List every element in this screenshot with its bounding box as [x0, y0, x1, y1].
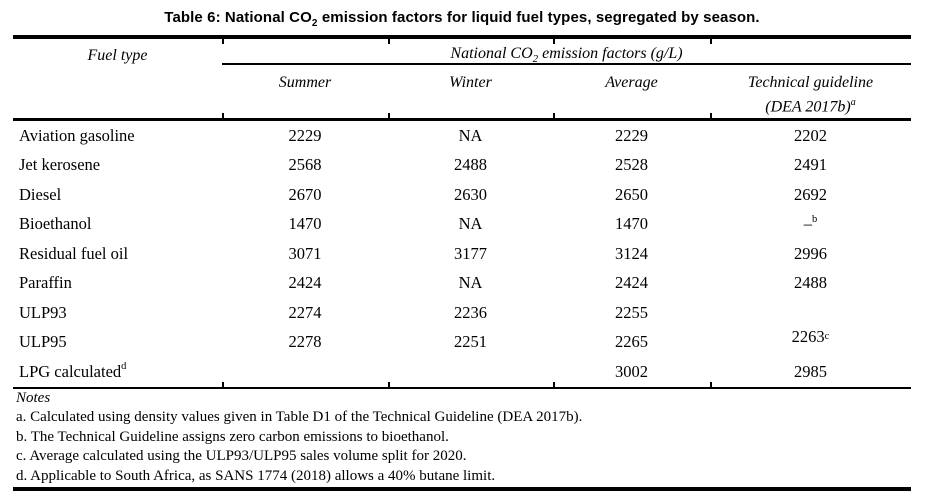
winter-cell: 2236 [454, 302, 487, 322]
summer-cell: 2229 [288, 125, 322, 145]
winter-cell: 2251 [454, 332, 487, 352]
header-fuel-type: Fuel type [87, 47, 148, 64]
note-marker-c: c [824, 330, 830, 342]
tech-guideline-cell: 2692 [794, 184, 827, 204]
average-cell: 2528 [615, 155, 648, 175]
caption-subscript-2: 2 [311, 18, 318, 29]
spanner-rule [222, 63, 911, 65]
fuel-type-cell: Diesel [19, 184, 62, 204]
tech-guideline-cell: 2985 [794, 361, 827, 381]
tech-guideline-note-marker: a [850, 97, 856, 108]
average-cell: 3002 [615, 361, 648, 381]
note-item-b: b. The Technical Guideline assigns zero … [16, 428, 449, 445]
table-row-ulp93: ULP93 2274 2236 2255 [13, 298, 911, 328]
header-bottom-rule [13, 118, 911, 121]
average-cell: 2265 [615, 332, 648, 352]
summer-cell: 2670 [288, 184, 322, 204]
table-row-aviation-gasoline: Aviation gasoline 2229 NA 2229 2202 [13, 121, 911, 151]
notes-top-rule [13, 386, 911, 389]
note-marker-d: d [121, 361, 127, 373]
note-item-d: d. Applicable to South Africa, as SANS 1… [16, 467, 496, 484]
winter-cell: 2488 [454, 155, 487, 175]
summer-cell: 1470 [288, 214, 322, 234]
column-tick [222, 381, 224, 387]
column-tick [710, 39, 712, 44]
header-average: Average [605, 74, 658, 91]
notes-section: Notes a. Calculated using density values… [16, 389, 911, 486]
tech-guideline-cell: 2488 [794, 273, 827, 293]
table-row-residual-fuel-oil: Residual fuel oil 3071 3177 3124 2996 [13, 239, 911, 269]
summer-cell: 2568 [288, 155, 322, 175]
tech-guideline-cell: 2202 [794, 125, 827, 145]
notes-label: Notes [16, 390, 51, 406]
spanner-text-post: emission factors (g/L) [538, 45, 683, 62]
tech-guideline-merged-cell: 2263 c [710, 323, 911, 353]
spanner-text-pre: National CO [450, 45, 533, 62]
table-row-paraffin: Paraffin 2424 NA 2424 2488 [13, 269, 911, 299]
column-tick [710, 381, 712, 387]
summer-cell: 2274 [288, 302, 322, 322]
table-row-jet-kerosene: Jet kerosene 2568 2488 2528 2491 [13, 151, 911, 181]
column-tick [222, 113, 224, 118]
table-row-diesel: Diesel 2670 2630 2650 2692 [13, 180, 911, 210]
tech-guideline-line1: Technical guideline [747, 74, 874, 91]
average-cell: 2255 [615, 302, 648, 322]
winter-cell: 2630 [454, 184, 487, 204]
winter-cell: NA [458, 125, 483, 145]
note-item-c: c. Average calculated using the ULP93/UL… [16, 448, 467, 464]
fuel-name: LPG calculated [19, 361, 122, 381]
column-tick [553, 113, 555, 118]
fuel-type-cell: LPG calculatedd [13, 361, 222, 382]
dash-value: – [803, 214, 812, 234]
column-tick [388, 113, 390, 118]
spanner-subscript-2: 2 [532, 53, 539, 66]
table-caption: Table 6: National CO2 emission factors f… [13, 9, 911, 29]
top-rule [13, 35, 911, 39]
summer-cell: 2278 [288, 332, 322, 352]
caption-text-post: emission factors for liquid fuel types, … [317, 9, 760, 26]
header-winter: Winter [449, 74, 492, 91]
column-tick [388, 381, 390, 387]
fuel-type-cell: Bioethanol [19, 214, 92, 234]
note-item-a: a. Calculated using density values given… [16, 409, 583, 425]
average-cell: 3124 [615, 243, 648, 263]
table-row-ulp95: ULP95 2278 2251 2265 [13, 328, 911, 358]
column-tick [553, 381, 555, 387]
column-tick [388, 39, 390, 44]
average-cell: 2424 [615, 273, 648, 293]
average-cell: 2229 [615, 125, 648, 145]
note-marker-b: b [812, 213, 818, 225]
average-cell: 2650 [615, 184, 648, 204]
winter-cell: NA [458, 214, 483, 234]
tech-guideline-line2: (DEA 2017b) [765, 98, 851, 116]
merged-value: 2263 [791, 327, 825, 347]
tech-guideline-cell: 2996 [794, 243, 827, 263]
tech-guideline-cell: –b [710, 214, 911, 234]
summer-cell: 3071 [288, 243, 322, 263]
header-spanner: National CO2 emission factors (g/L) [222, 44, 911, 69]
fuel-type-cell: ULP93 [19, 302, 67, 322]
fuel-type-cell: Aviation gasoline [19, 125, 135, 145]
header-summer: Summer [278, 74, 332, 91]
table-row-lpg-calculated: LPG calculatedd 3002 2985 [13, 357, 911, 387]
column-tick [553, 39, 555, 44]
winter-cell: NA [458, 273, 483, 293]
fuel-type-cell: Residual fuel oil [19, 243, 129, 263]
fuel-type-cell: Paraffin [19, 273, 72, 293]
table-row-bioethanol: Bioethanol 1470 NA 1470 –b [13, 210, 911, 240]
column-tick [710, 113, 712, 118]
tech-guideline-cell: 2491 [794, 155, 827, 175]
fuel-type-cell: ULP95 [19, 332, 67, 352]
winter-cell: 3177 [454, 243, 487, 263]
caption-text-pre: Table 6: National CO [164, 9, 312, 26]
bottom-rule [13, 487, 911, 491]
average-cell: 1470 [615, 214, 648, 234]
column-tick [222, 39, 224, 44]
summer-cell: 2424 [288, 273, 322, 293]
fuel-type-cell: Jet kerosene [19, 155, 101, 175]
header-technical-guideline: Technical guideline (DEA 2017b)a [710, 73, 911, 117]
